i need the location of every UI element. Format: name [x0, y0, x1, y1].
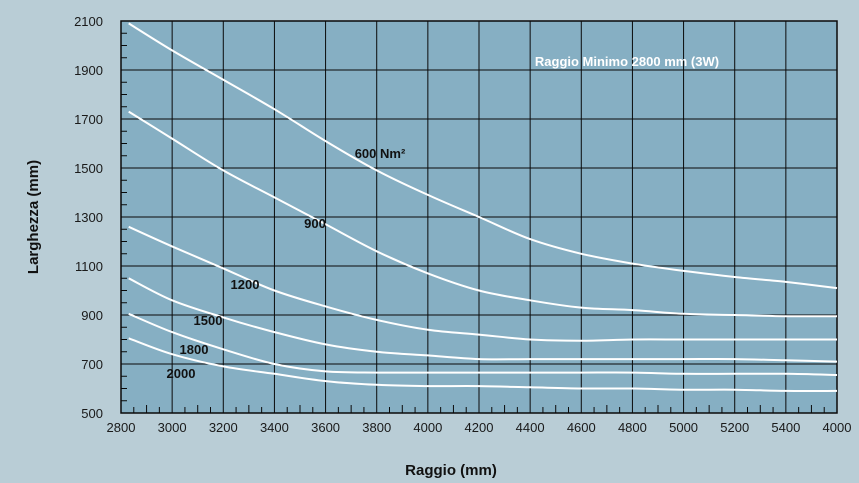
- series-line: [128, 337, 838, 393]
- x-tick-label: 4800: [618, 420, 647, 435]
- series-line: [128, 22, 838, 290]
- y-tick-label: 1300: [74, 210, 103, 225]
- y-tick-label: 900: [81, 308, 103, 323]
- x-tick-label: 4000: [823, 420, 852, 435]
- y-tick-label: 1500: [74, 161, 103, 176]
- x-tick-label: 3800: [362, 420, 391, 435]
- minor-ticks: [121, 32, 825, 413]
- y-tick-label: 1700: [74, 112, 103, 127]
- series-label: 900: [304, 216, 326, 231]
- y-tick-label: 1900: [74, 63, 103, 78]
- x-tick-label: 4000: [413, 420, 442, 435]
- x-tick-labels: 2800 3000 3200 3400 3600 3800 4000 4200 4400 4600…: [107, 420, 852, 435]
- x-tick-label: 3600: [311, 420, 340, 435]
- series-label: 2000: [167, 366, 196, 381]
- y-tick-label: 700: [81, 357, 103, 372]
- x-tick-label: 3200: [209, 420, 238, 435]
- y-tick-label: 1100: [75, 259, 103, 274]
- curve-labels: 600 Nm² 900 1200 1500 1800 2000: [167, 146, 406, 381]
- series-line: [128, 277, 838, 363]
- series-label: 1500: [194, 313, 223, 328]
- x-tick-label: 5400: [771, 420, 800, 435]
- x-tick-label: 3400: [260, 420, 289, 435]
- curves: [128, 22, 838, 393]
- series-line: [128, 312, 838, 376]
- grid: [120, 20, 838, 414]
- series-label: 1800: [180, 342, 209, 357]
- x-tick-label: 4600: [567, 420, 596, 435]
- annotation: Raggio Minimo 2800 mm (3W): [535, 54, 719, 69]
- series-label: 1200: [231, 277, 260, 292]
- y-tick-label: 500: [81, 406, 103, 421]
- series-line: [128, 225, 837, 342]
- x-tick-label: 4400: [516, 420, 545, 435]
- series-label: 600 Nm²: [355, 146, 406, 161]
- x-tick-label: 2800: [107, 420, 136, 435]
- plot-border: [120, 20, 838, 414]
- y-tick-labels: 500 700 900 1100 1300 1500 1700 1900 2100: [74, 14, 103, 421]
- x-tick-label: 5000: [669, 420, 698, 435]
- y-axis-title: Larghezza (mm): [25, 160, 42, 274]
- series-line: [128, 110, 838, 318]
- x-axis-title: Raggio (mm): [405, 462, 497, 479]
- y-tick-label: 2100: [74, 14, 103, 29]
- x-tick-label: 4200: [465, 420, 494, 435]
- x-tick-label: 5200: [720, 420, 749, 435]
- x-tick-label: 3000: [158, 420, 187, 435]
